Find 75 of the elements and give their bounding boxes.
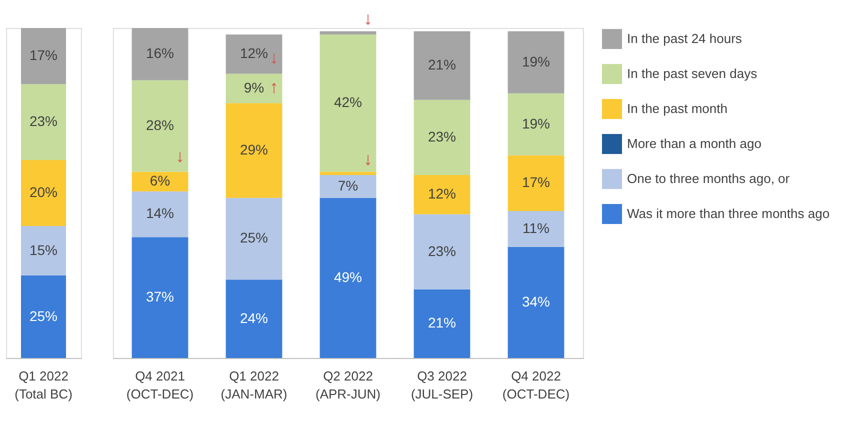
data-label: 37% (146, 288, 174, 305)
bar (132, 172, 188, 192)
legend-label: One to three months ago, or (627, 171, 790, 186)
bar (226, 103, 282, 198)
data-label: 42% (334, 94, 362, 110)
annotation: ↑ (270, 77, 278, 98)
bar (320, 31, 376, 35)
x-tick-label: Q3 2022 (JUL-SEP) (410, 368, 474, 402)
bar (21, 84, 66, 160)
data-label: 23% (29, 113, 58, 130)
bar (414, 289, 470, 358)
data-label: 25% (29, 308, 58, 324)
data-label: 34% (522, 293, 550, 310)
data-label: 17% (522, 174, 550, 190)
bar (320, 198, 376, 358)
data-label: 7% (338, 177, 358, 194)
data-label: 24% (240, 310, 268, 326)
data-label: 20% (29, 184, 58, 200)
bar (226, 198, 282, 280)
data-label: 19% (522, 53, 550, 70)
bar (320, 34, 376, 172)
data-label: 23% (428, 128, 456, 144)
data-label: 6% (150, 172, 170, 189)
x-tick-label: Q1 2022 (Total BC) (14, 368, 72, 402)
data-label: 16% (146, 45, 174, 62)
data-label: 49% (334, 268, 362, 285)
x-tick-label: Q4 2022 (OCT-DEC) (502, 368, 570, 402)
bar (132, 80, 188, 172)
data-label: 11% (522, 220, 550, 236)
legend-label: In the past seven days (627, 66, 758, 81)
bar (414, 175, 470, 214)
bar (414, 31, 470, 100)
bar (132, 191, 188, 238)
data-label: 12% (240, 45, 268, 62)
bar (414, 214, 470, 290)
data-label: 9% (244, 79, 264, 96)
annotation: ↓ (270, 48, 278, 68)
data-label: 14% (146, 205, 174, 222)
bar (21, 160, 66, 226)
legend-label: In the past 24 hours (627, 31, 742, 46)
annotation: ↓ (364, 149, 372, 170)
bar (21, 28, 66, 84)
bar (320, 172, 376, 176)
data-label: 21% (428, 56, 456, 73)
annotation: ↓ (364, 8, 372, 29)
bar (508, 210, 564, 247)
bar (508, 155, 564, 211)
data-label: 12% (428, 186, 456, 202)
data-label: 17% (29, 47, 58, 64)
bar (508, 31, 564, 94)
data-label: 19% (522, 115, 550, 132)
bar (21, 226, 66, 276)
bar (21, 276, 66, 358)
bar (508, 93, 564, 156)
data-label: 21% (428, 314, 456, 331)
annotation: ↓ (176, 146, 184, 166)
data-label: 25% (240, 230, 268, 246)
bar (320, 175, 376, 198)
x-tick-label: Q4 2021 (OCT-DEC) (126, 368, 194, 402)
data-label: 29% (240, 142, 268, 158)
bar (226, 34, 282, 74)
data-label: 28% (146, 117, 174, 134)
bar (226, 280, 282, 358)
legend-label: More than a month ago (627, 136, 762, 151)
bar (132, 28, 188, 80)
data-label: 23% (428, 242, 456, 259)
bar (226, 74, 282, 104)
bar (508, 246, 564, 358)
bar (414, 100, 470, 176)
legend-label: In the past month (627, 101, 728, 116)
bar (132, 237, 188, 358)
x-tick-label: Q1 2022 (JAN-MAR) (220, 368, 288, 402)
legend-label: Was it more than three months ago (627, 206, 830, 221)
x-tick-label: Q2 2022 (APR-JUN) (316, 368, 380, 402)
data-label: 15% (29, 242, 58, 258)
